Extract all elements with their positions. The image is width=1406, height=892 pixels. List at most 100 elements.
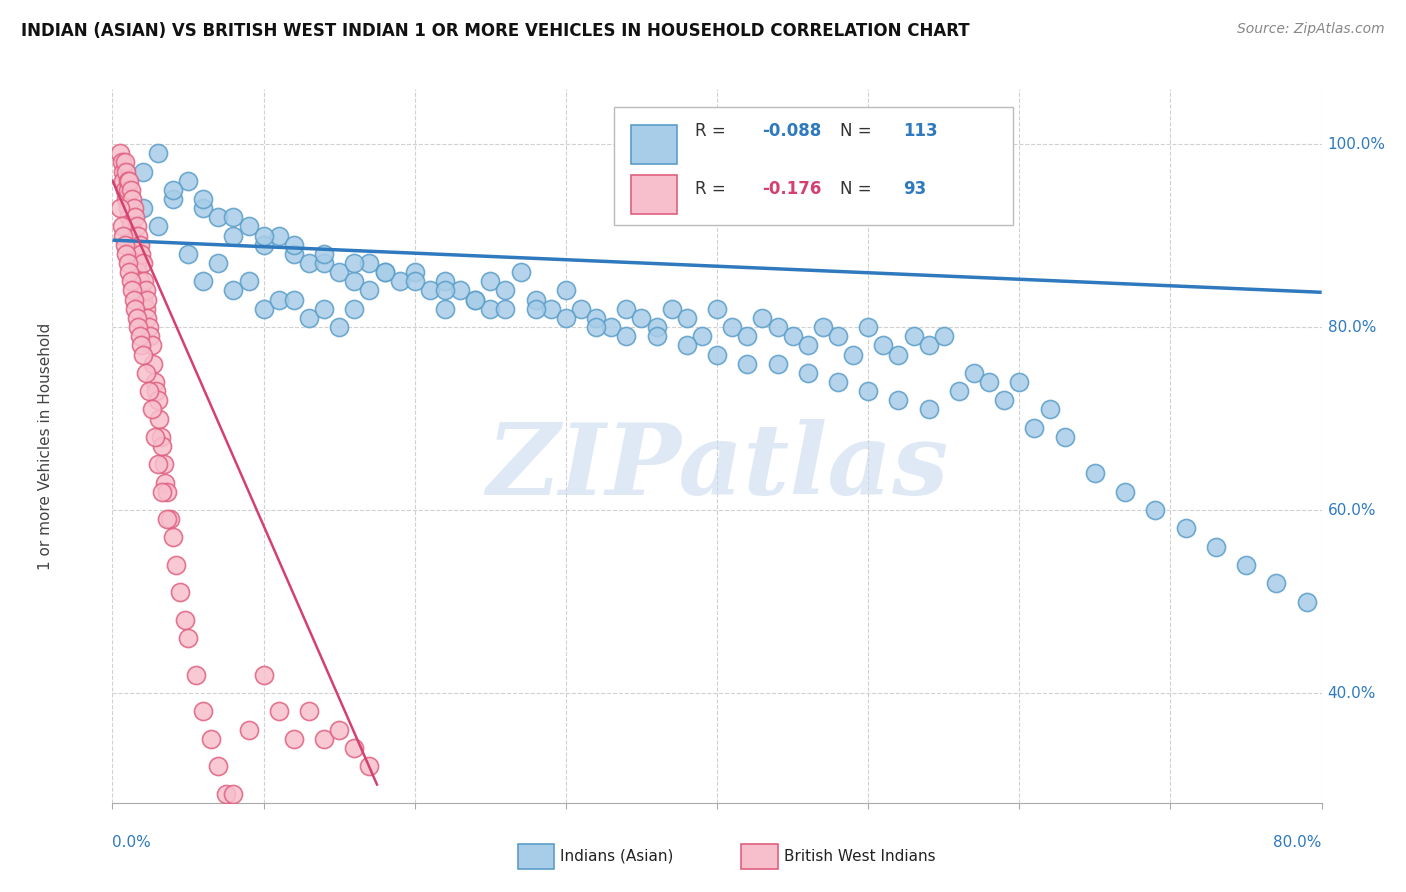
Point (796, 338, 818, 352)
Point (554, 284, 576, 298)
Point (124, 247, 146, 261)
Point (359, 759, 381, 773)
Point (117, 183, 139, 197)
Point (314, 247, 336, 261)
Text: ZIPatlas: ZIPatlas (486, 419, 948, 516)
Point (108, 146, 131, 161)
Point (253, 237, 276, 252)
Point (238, 274, 260, 288)
Point (1265, 576, 1288, 591)
Point (127, 228, 149, 243)
Point (616, 329, 638, 343)
Point (267, 293, 290, 307)
Point (207, 256, 229, 270)
Point (110, 219, 132, 234)
Point (135, 284, 157, 298)
Point (136, 310, 159, 325)
Point (328, 723, 350, 737)
Point (616, 301, 638, 316)
Point (191, 704, 214, 718)
Point (117, 174, 139, 188)
Point (298, 256, 321, 270)
Point (148, 411, 170, 425)
Point (328, 320, 350, 334)
Point (374, 265, 396, 279)
Point (177, 174, 200, 188)
Point (675, 310, 697, 325)
Point (146, 219, 169, 234)
Point (162, 531, 184, 545)
Point (495, 301, 517, 316)
Point (153, 458, 176, 472)
Point (479, 301, 502, 316)
Point (138, 320, 160, 334)
Point (132, 293, 155, 307)
Point (121, 192, 143, 206)
Point (136, 293, 159, 307)
FancyBboxPatch shape (614, 107, 1014, 225)
Bar (631, 175, 678, 214)
Bar (741, 844, 778, 869)
Point (142, 357, 165, 371)
Point (132, 201, 155, 215)
Point (134, 274, 156, 288)
Text: 93: 93 (903, 180, 927, 198)
Point (121, 228, 143, 243)
Text: British West Indians: British West Indians (783, 849, 935, 863)
Point (169, 585, 191, 599)
Point (1114, 484, 1136, 499)
Point (1295, 594, 1317, 608)
Point (283, 731, 305, 746)
Point (222, 284, 245, 298)
Point (114, 183, 136, 197)
Point (207, 759, 229, 773)
Point (177, 631, 200, 645)
Point (156, 484, 179, 499)
Point (1024, 420, 1046, 434)
Point (1234, 558, 1257, 572)
Point (343, 256, 366, 270)
Point (125, 310, 148, 325)
Bar (517, 844, 554, 869)
Point (129, 338, 152, 352)
Point (132, 164, 155, 178)
Point (146, 146, 169, 161)
Point (827, 375, 849, 389)
Point (191, 201, 214, 215)
Point (122, 293, 145, 307)
Point (124, 211, 146, 225)
Point (108, 201, 131, 215)
Point (122, 201, 145, 215)
Point (585, 320, 607, 334)
Point (112, 164, 135, 178)
Point (374, 265, 396, 279)
Point (122, 237, 145, 252)
Point (1038, 402, 1062, 417)
Point (918, 402, 941, 417)
Point (200, 731, 222, 746)
Point (1053, 430, 1076, 444)
Point (207, 211, 229, 225)
Text: Indians (Asian): Indians (Asian) (560, 849, 673, 863)
Point (253, 667, 276, 681)
Point (1205, 540, 1227, 554)
Point (540, 301, 562, 316)
Point (404, 274, 426, 288)
Text: N =: N = (841, 121, 877, 139)
Point (963, 366, 986, 380)
Point (118, 211, 141, 225)
Point (1174, 521, 1197, 535)
Point (238, 219, 260, 234)
Point (112, 228, 135, 243)
Point (222, 211, 245, 225)
Point (1144, 503, 1167, 517)
Point (433, 274, 456, 288)
Text: 1 or more Vehicles in Household: 1 or more Vehicles in Household (38, 322, 53, 570)
Point (314, 301, 336, 316)
Point (127, 265, 149, 279)
Point (721, 320, 744, 334)
Point (115, 192, 138, 206)
Point (143, 375, 166, 389)
Point (114, 237, 136, 252)
Text: 100.0%: 100.0% (1327, 136, 1386, 152)
